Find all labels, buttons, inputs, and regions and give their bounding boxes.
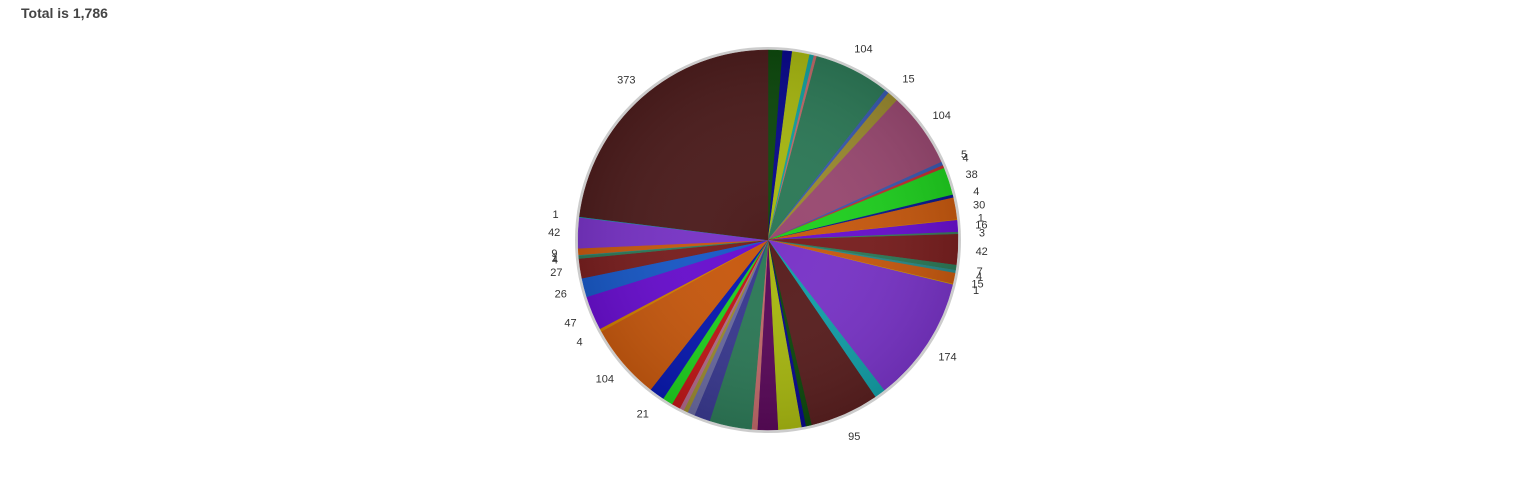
slice-label: 15	[971, 279, 983, 291]
slice-label: 15	[902, 74, 914, 86]
slice-label: 16	[975, 219, 987, 231]
slice-label: 7	[977, 266, 983, 278]
slice-label: 1	[973, 285, 979, 297]
slice-label: 104	[933, 110, 951, 122]
slice-label: 21	[637, 409, 649, 421]
slice-label: 4	[577, 336, 583, 348]
slice-label: 1	[978, 212, 984, 224]
slice-label: 4	[552, 254, 558, 266]
pie-slice[interactable]	[579, 49, 769, 241]
slice-label: 104	[596, 373, 614, 385]
slice-label: 47	[564, 317, 576, 329]
slice-label: 1	[553, 209, 559, 221]
slice-label: 104	[854, 43, 872, 55]
slice-label: 174	[938, 351, 956, 363]
slice-label: 4	[976, 271, 982, 283]
slice-label: 9	[551, 248, 557, 260]
slice-label: 1	[552, 252, 558, 264]
slice-label: 27	[550, 267, 562, 279]
slice-label: 30	[973, 200, 985, 212]
slice-label: 373	[617, 75, 635, 87]
slice-label: 38	[965, 169, 977, 181]
slice-label: 42	[976, 246, 988, 258]
chart-title: Total is 1,786	[21, 5, 108, 21]
slice-label: 95	[848, 431, 860, 443]
slice-label: 5	[961, 149, 967, 161]
slice-label: 3	[979, 227, 985, 239]
slice-label: 4	[973, 186, 979, 198]
slice-label: 26	[555, 289, 567, 301]
slice-label: 42	[548, 227, 560, 239]
slice-label: 4	[962, 153, 968, 165]
